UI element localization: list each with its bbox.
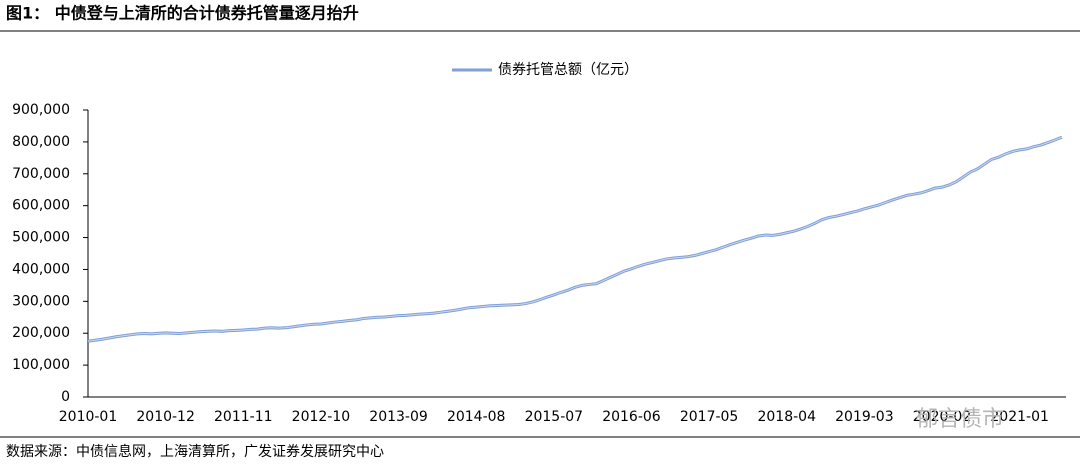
x-tick-label: 2013-09 bbox=[369, 409, 428, 425]
x-tick-label: 2010-01 bbox=[59, 409, 118, 425]
x-tick-label: 2021-01 bbox=[990, 409, 1049, 425]
y-tick-label: 800,000 bbox=[12, 134, 70, 150]
y-tick-label: 500,000 bbox=[12, 230, 70, 246]
y-tick-label: 200,000 bbox=[12, 325, 70, 341]
x-tick-label: 2014-08 bbox=[447, 409, 506, 425]
legend-label: 债券托管总额（亿元） bbox=[498, 62, 638, 78]
x-tick-label: 2011-11 bbox=[214, 409, 273, 425]
x-tick-label: 2017-05 bbox=[680, 409, 739, 425]
y-tick-label: 300,000 bbox=[12, 293, 70, 309]
y-tick-label: 900,000 bbox=[12, 102, 70, 118]
x-tick-label: 2019-03 bbox=[835, 409, 894, 425]
y-tick-label: 700,000 bbox=[12, 166, 70, 182]
x-tick-label: 2010-12 bbox=[136, 409, 195, 425]
chart-title: 图1： 中债登与上清所的合计债券托管量逐月抬升 bbox=[6, 4, 359, 23]
y-tick-label: 0 bbox=[61, 389, 70, 405]
y-tick-label: 400,000 bbox=[12, 261, 70, 277]
x-tick-label: 2012-10 bbox=[292, 409, 351, 425]
series-line-highlight bbox=[87, 136, 1063, 342]
x-tick-label: 2018-04 bbox=[757, 409, 816, 425]
watermark: 郁言债市 bbox=[916, 407, 1004, 432]
x-tick-label: 2020-02 bbox=[913, 409, 972, 425]
x-tick-label: 2016-06 bbox=[602, 409, 661, 425]
x-tick-label: 2015-07 bbox=[525, 409, 584, 425]
y-tick-label: 600,000 bbox=[12, 198, 70, 214]
y-tick-label: 100,000 bbox=[12, 357, 70, 373]
source-note: 数据来源：中债信息网，上海清算所，广发证券发展研究中心 bbox=[6, 443, 384, 460]
series-line bbox=[87, 135, 1063, 343]
